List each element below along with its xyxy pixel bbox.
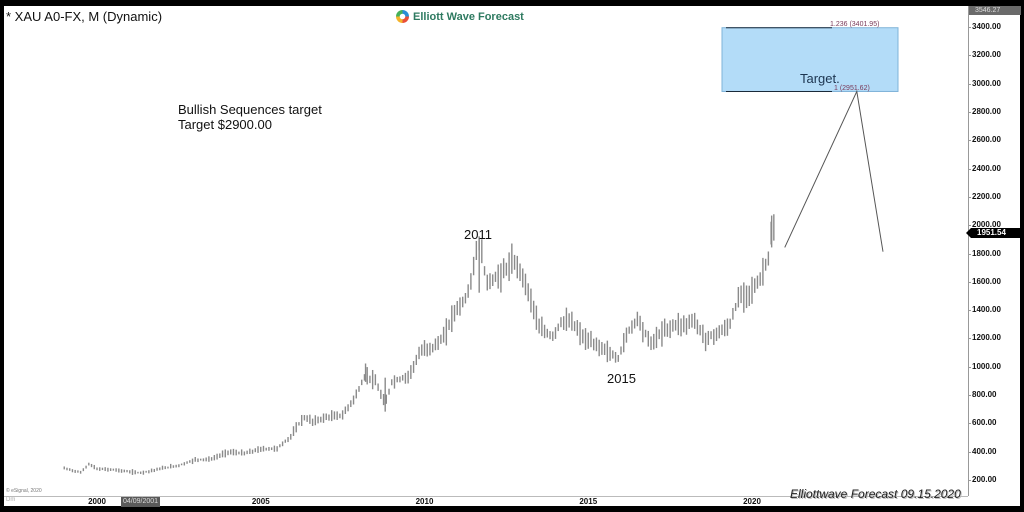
price-tick: 3200.00 <box>968 50 1001 60</box>
price-axis[interactable]: 3546.27 3400.00 3200.00 3000.00 2800.00 2600… <box>966 6 1021 496</box>
time-tick: 2020 <box>743 497 761 506</box>
price-tick: 2600.00 <box>968 135 1001 145</box>
time-axis[interactable]: Dm 2000 2005 2010 2015 2020 04/09/2001 <box>4 496 968 507</box>
note-line-1: Bullish Sequences target <box>178 102 322 117</box>
price-tick: 1800.00 <box>968 248 1001 258</box>
esignal-copyright: © eSignal, 2020 <box>6 488 42 494</box>
price-tick: 1400.00 <box>968 305 1001 315</box>
time-tick: 2015 <box>579 497 598 506</box>
price-tick: 1600.00 <box>968 276 1001 286</box>
target-zone-box[interactable] <box>721 27 899 92</box>
price-tick: 800.00 <box>967 390 997 400</box>
price-axis-max: 3546.27 <box>969 6 1021 15</box>
chart-window: * XAU A0-FX, M (Dynamic) Elliott Wave Fo… <box>4 6 1021 507</box>
label-2011-peak: 2011 <box>464 227 492 242</box>
price-tick: 2200.00 <box>968 191 1001 201</box>
price-tick: 1200.00 <box>968 333 1001 343</box>
time-cursor-label: 04/09/2001 <box>121 497 161 507</box>
time-tick: 2000 <box>88 497 106 506</box>
time-tick: 2010 <box>415 497 434 506</box>
dm-toggle[interactable]: Dm <box>6 497 16 503</box>
price-tick: 3000.00 <box>968 78 1001 88</box>
price-tick: 3400.00 <box>968 22 1001 31</box>
price-tick: 2800.00 <box>968 106 1001 116</box>
chart-title: * XAU A0-FX, M (Dynamic) <box>6 9 163 24</box>
projection-line[interactable] <box>784 89 884 252</box>
price-bars <box>63 214 775 475</box>
current-price-tag: 1951.54 <box>966 228 1021 238</box>
target-zone-label: Target. <box>800 71 840 86</box>
price-tick: 1000.00 <box>968 361 1001 371</box>
price-tick: 400.00 <box>967 446 997 456</box>
label-2015-low: 2015 <box>607 371 636 386</box>
logo-text: Elliott Wave Forecast <box>413 10 524 23</box>
target-note: Bullish Sequences target Target $2900.00 <box>178 102 322 132</box>
price-chart-plot[interactable] <box>4 6 968 496</box>
fib-1-label: 1 (2951.62) <box>834 85 870 92</box>
elliott-wave-logo-icon <box>396 10 409 23</box>
time-tick: 2005 <box>251 497 270 506</box>
fib-1236-label: 1.236 (3401.95) <box>830 21 880 28</box>
price-tick: 2000.00 <box>968 220 1001 230</box>
price-tick: 200.00 <box>967 475 997 484</box>
price-tick: 2400.00 <box>968 163 1001 173</box>
note-line-2: Target $2900.00 <box>178 117 272 132</box>
watermark: Elliottwave Forecast 09.15.2020 <box>790 487 961 501</box>
brand-logo: Elliott Wave Forecast <box>396 10 524 23</box>
price-tick: 600.00 <box>967 418 997 428</box>
